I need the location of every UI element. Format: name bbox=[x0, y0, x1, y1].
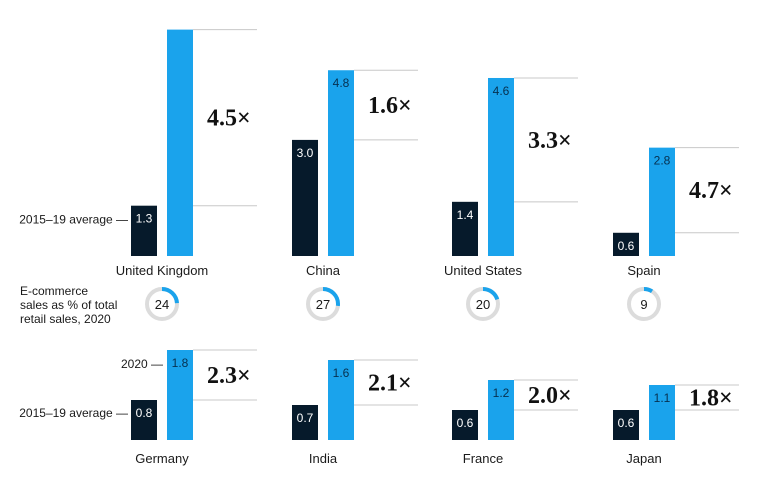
donut-fill bbox=[627, 287, 661, 321]
country-label: France bbox=[463, 451, 503, 466]
value-label-2020: 1.2 bbox=[493, 386, 510, 400]
bar-2020 bbox=[328, 360, 354, 440]
country-group-china: 3.0 4.8 1.6× China 27 bbox=[292, 69, 418, 321]
country-label: United Kingdom bbox=[116, 263, 209, 278]
country-group-france: 0.6 1.2 2.0× France bbox=[452, 379, 578, 466]
value-label-2020: 1.1 bbox=[654, 391, 671, 405]
donut-fill bbox=[306, 287, 340, 321]
bar-average bbox=[613, 232, 639, 256]
bar-average bbox=[613, 410, 639, 440]
country-group-japan: 0.6 1.1 1.8× Japan bbox=[613, 384, 739, 466]
value-label-2020: 4.8 bbox=[333, 76, 350, 90]
multiplier-label: 1.6× bbox=[368, 93, 412, 119]
country-group-germany: 0.8 1.8 2.3× Germany bbox=[131, 349, 257, 466]
legend-average-top: 2015–19 average — bbox=[19, 213, 128, 227]
value-label-average: 3.0 bbox=[297, 146, 314, 160]
bar-average bbox=[131, 400, 157, 440]
value-label-average: 0.6 bbox=[457, 416, 474, 430]
donut-value: 24 bbox=[155, 297, 169, 312]
bar-average bbox=[452, 410, 478, 440]
multiplier-label: 1.8× bbox=[689, 386, 733, 412]
bar-2020 bbox=[649, 147, 675, 256]
bar-2020 bbox=[328, 70, 354, 257]
country-group-united-kingdom: 1.3 4.5× United Kingdom 24 bbox=[116, 29, 257, 321]
multiplier-label: 3.3× bbox=[528, 128, 572, 154]
country-group-united-states: 1.4 4.6 3.3× United States 20 bbox=[444, 77, 578, 321]
multiplier-label: 4.5× bbox=[207, 106, 251, 132]
donut-value: 20 bbox=[476, 297, 490, 312]
ecommerce-caption-line: retail sales, 2020 bbox=[20, 312, 111, 326]
donut-value: 27 bbox=[316, 297, 330, 312]
value-label-average: 0.7 bbox=[297, 411, 314, 425]
country-label: Spain bbox=[627, 263, 660, 278]
value-label-average: 0.6 bbox=[618, 239, 635, 253]
multiplier-label: 2.1× bbox=[368, 371, 412, 397]
multiplier-label: 4.7× bbox=[689, 178, 733, 204]
donut-value: 9 bbox=[640, 297, 647, 312]
value-label-average: 1.3 bbox=[136, 212, 153, 226]
multiplier-label: 2.3× bbox=[207, 363, 251, 389]
value-label-average: 0.8 bbox=[136, 406, 153, 420]
bar-average bbox=[292, 405, 318, 440]
bar-average bbox=[292, 139, 318, 256]
ecommerce-caption-line: E-commerce bbox=[20, 284, 88, 298]
value-label-2020: 1.8 bbox=[172, 356, 189, 370]
bar-2020 bbox=[167, 29, 193, 257]
value-label-average: 1.4 bbox=[457, 208, 474, 222]
bar-2020 bbox=[167, 350, 193, 440]
donut-fill bbox=[145, 287, 179, 321]
country-group-india: 0.7 1.6 2.1× India bbox=[292, 359, 418, 466]
country-label: Japan bbox=[626, 451, 661, 466]
donut-fill bbox=[466, 287, 500, 321]
bar-average bbox=[131, 205, 157, 256]
country-label: India bbox=[309, 451, 338, 466]
bar-2020 bbox=[488, 77, 514, 256]
ecommerce-caption-line: sales as % of total bbox=[20, 298, 117, 312]
multiplier-label: 2.0× bbox=[528, 383, 572, 409]
bar-2020 bbox=[488, 380, 514, 440]
legend-2020-bottom: 2020 — bbox=[121, 357, 163, 371]
bar-2020 bbox=[649, 385, 675, 440]
country-label: United States bbox=[444, 263, 523, 278]
value-label-2020: 1.6 bbox=[333, 366, 350, 380]
value-label-2020: 2.8 bbox=[654, 154, 671, 168]
bar-average bbox=[452, 201, 478, 256]
country-label: China bbox=[306, 263, 341, 278]
country-label: Germany bbox=[135, 451, 189, 466]
value-label-average: 0.6 bbox=[618, 416, 635, 430]
country-group-spain: 0.6 2.8 4.7× Spain 9 bbox=[613, 147, 739, 321]
legend-average-bottom: 2015–19 average — bbox=[19, 406, 128, 420]
value-label-2020: 4.6 bbox=[493, 84, 510, 98]
